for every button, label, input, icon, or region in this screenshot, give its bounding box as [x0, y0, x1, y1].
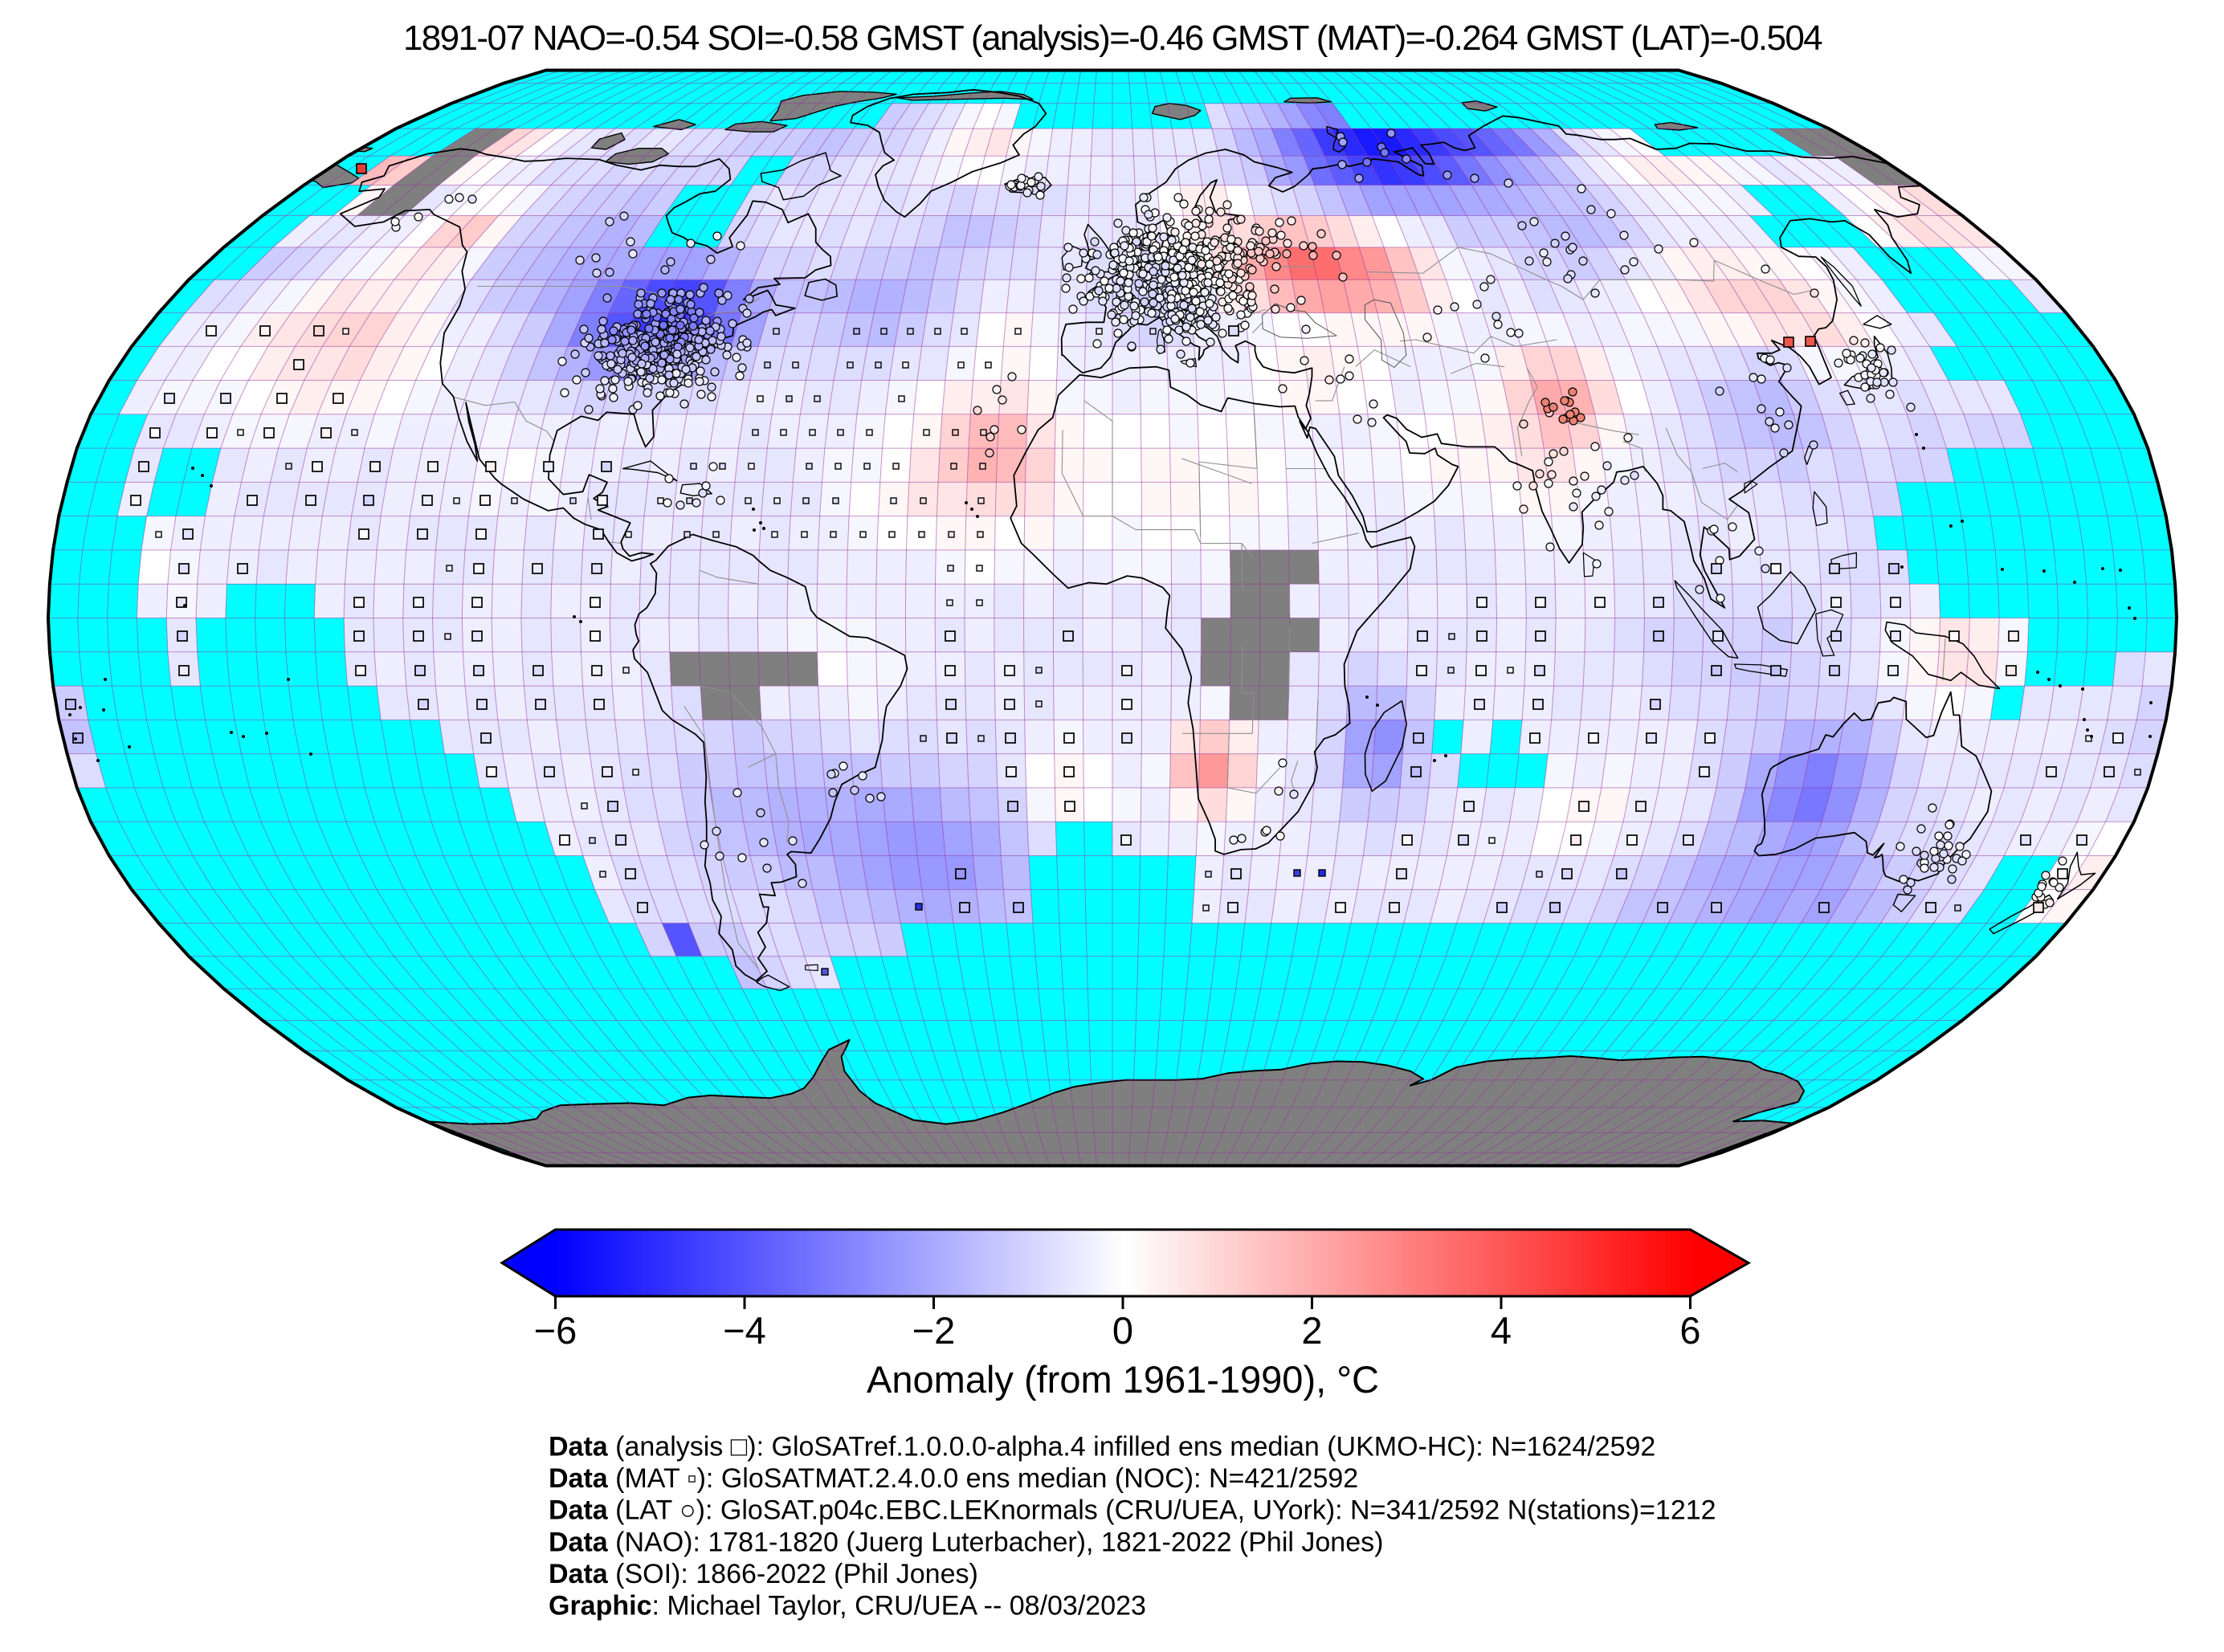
svg-text:Data (LAT ○): GloSAT.p04c.EBC.: Data (LAT ○): GloSAT.p04c.EBC.LEKnormals… [549, 1495, 1716, 1526]
svg-text:Data (MAT ▫): GloSATMAT.2.4.0.: Data (MAT ▫): GloSATMAT.2.4.0.0 ens medi… [549, 1463, 1358, 1494]
svg-text:Data (analysis □): GloSATref.1: Data (analysis □): GloSATref.1.0.0.0-alp… [549, 1432, 1655, 1462]
svg-text:Data (NAO): 1781-1820 (Juerg L: Data (NAO): 1781-1820 (Juerg Luterbacher… [549, 1527, 1383, 1557]
svg-text:6: 6 [1679, 1309, 1700, 1352]
svg-text:Anomaly (from 1961-1990), °C: Anomaly (from 1961-1990), °C [867, 1358, 1379, 1401]
svg-text:−2: −2 [912, 1309, 956, 1352]
svg-text:4: 4 [1491, 1309, 1512, 1352]
svg-text:Graphic: Michael Taylor, CRU/U: Graphic: Michael Taylor, CRU/UEA -- 08/0… [549, 1591, 1146, 1621]
svg-text:Data (SOI): 1866-2022 (Phil Jo: Data (SOI): 1866-2022 (Phil Jones) [549, 1559, 978, 1589]
svg-text:−6: −6 [534, 1309, 577, 1352]
svg-text:2: 2 [1301, 1309, 1322, 1352]
svg-text:0: 0 [1112, 1309, 1133, 1352]
svg-text:−4: −4 [723, 1309, 766, 1352]
svg-text:1891-07 NAO=-0.54 SOI=-0.58 GM: 1891-07 NAO=-0.54 SOI=-0.58 GMST (analys… [403, 18, 1822, 58]
